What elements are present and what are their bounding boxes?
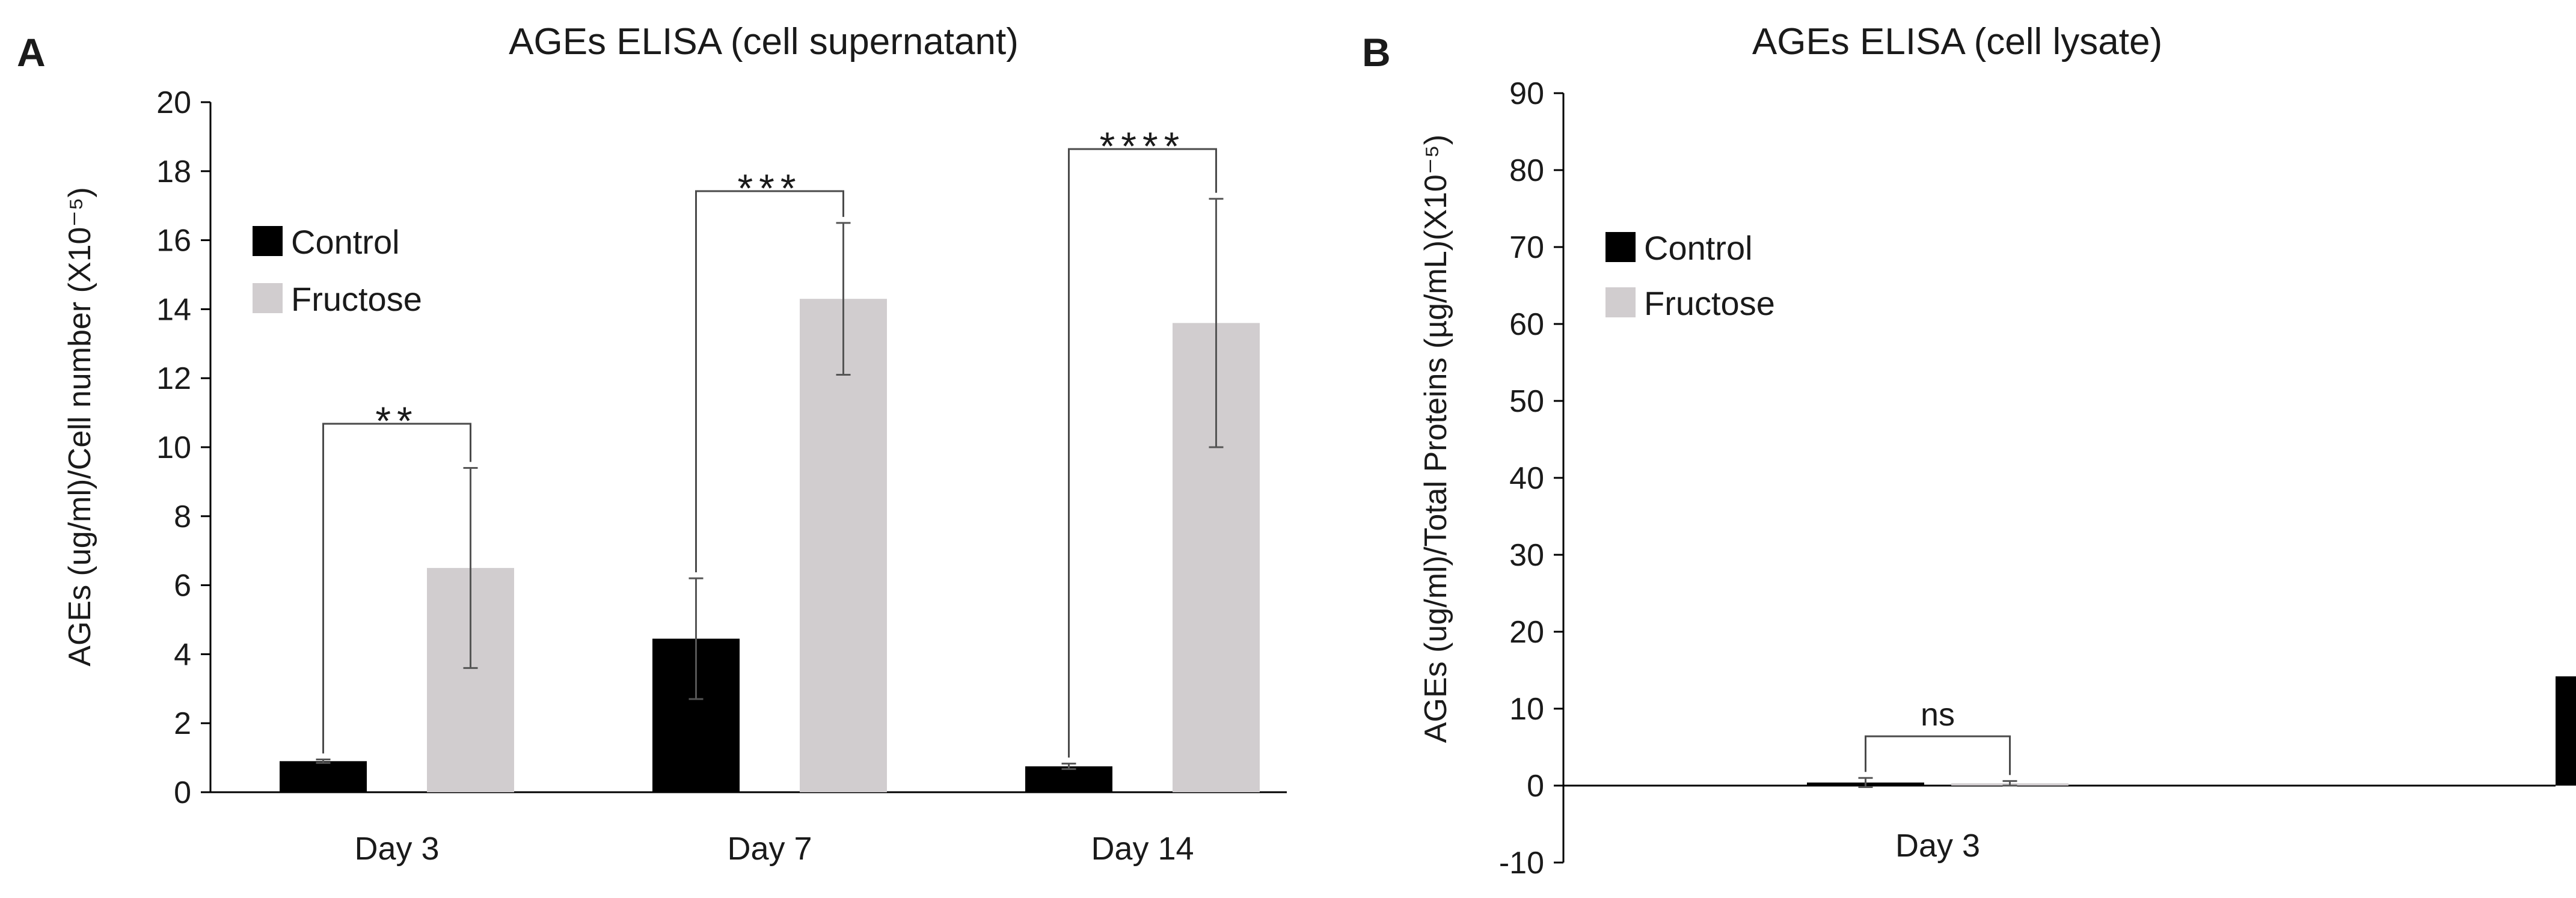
panel-b-y-tick-label: 80 — [1509, 153, 1544, 188]
panel-b-y-tick-label: 90 — [1509, 76, 1544, 111]
panel-a-significance-bracket — [695, 190, 844, 573]
panel-b-significance-label: ns — [1921, 697, 1955, 733]
panel-b-y-tick-label: 20 — [1509, 615, 1544, 650]
panel-a-significance-bracket — [322, 423, 471, 754]
panel-a-y-tick-label: 14 — [156, 292, 191, 327]
panel-a-legend-label-control: Control — [291, 223, 400, 261]
panel-b-y-tick-label: -10 — [1499, 846, 1544, 881]
panel-a-chart: 0 2 4 6 8 10 12 14 16 18 20 Day 3 ** Day 7 *** Day 14 **… — [156, 85, 1287, 867]
panel-b-y-tick-label: 60 — [1509, 307, 1544, 342]
panel-a-significance-label: **** — [1100, 124, 1186, 168]
panel-b-legend-label-fructose: Fructose — [1644, 284, 1775, 322]
panel-a-y-tick-label: 20 — [156, 85, 191, 120]
panel-b-y-tick-label: 40 — [1509, 461, 1544, 496]
panel-b-letter: B — [1362, 30, 1391, 75]
panel-a-legend-label-fructose: Fructose — [291, 280, 422, 318]
panel-a-y-tick-label: 12 — [156, 361, 191, 396]
panel-a-letter: A — [17, 30, 46, 75]
panel-a-y-tick-label: 18 — [156, 154, 191, 189]
panel-a-bar-control — [1025, 766, 1112, 792]
panel-a-y-tick-label: 2 — [174, 706, 191, 741]
panel-b-legend-swatch-control — [1605, 232, 1636, 262]
panel-b-y-tick-label: 50 — [1509, 384, 1544, 419]
panel-a-bar-fructose — [800, 299, 887, 792]
panel-b-significance-bracket — [1865, 735, 2011, 775]
panel-b-bar-control — [2556, 676, 2576, 786]
panel-a-significance-label: ** — [375, 399, 418, 443]
panel-b-legend-label-control: Control — [1644, 229, 1753, 267]
panel-a-legend-swatch-control — [253, 226, 283, 256]
panel-a-category-label: Day 14 — [1091, 831, 1194, 867]
panel-b-y-tick-label: 10 — [1509, 692, 1544, 727]
panel-b-y-tick-label: 30 — [1509, 538, 1544, 573]
panel-a-y-tick-label: 16 — [156, 224, 191, 258]
panel-a-significance-bracket — [1068, 148, 1217, 758]
panel-a-y-tick-label: 6 — [174, 569, 191, 603]
panel-a-y-axis-label: AGEs (ug/ml)/Cell number (X10⁻⁵) — [63, 187, 97, 666]
panel-b-y-tick-label: 0 — [1527, 769, 1544, 804]
panel-a-title: AGEs ELISA (cell supernatant) — [509, 21, 1019, 63]
panel-a-y-tick-label: 8 — [174, 499, 191, 534]
panel-b-y-axis-label: AGEs (ug/ml)/Total Proteins (µg/mL)(X10⁻… — [1418, 135, 1453, 743]
panel-b-y-tick-label: 70 — [1509, 230, 1544, 265]
panel-a-y-tick-label: 4 — [174, 637, 191, 672]
panel-a-legend-swatch-fructose — [253, 283, 283, 313]
panel-a-significance-label: *** — [737, 166, 802, 210]
panel-a-bar-control — [280, 761, 367, 792]
panel-a-y-tick-label: 10 — [156, 430, 191, 465]
panel-a-category-label: Day 3 — [354, 831, 439, 867]
panel-b-title: AGEs ELISA (cell lysate) — [1752, 21, 2162, 63]
panel-a-category-label: Day 7 — [727, 831, 812, 867]
panel-b-category-label: Day 3 — [1895, 828, 1980, 864]
panel-a-y-tick-label: 0 — [174, 775, 191, 810]
panel-b-legend-swatch-fructose — [1605, 287, 1636, 317]
